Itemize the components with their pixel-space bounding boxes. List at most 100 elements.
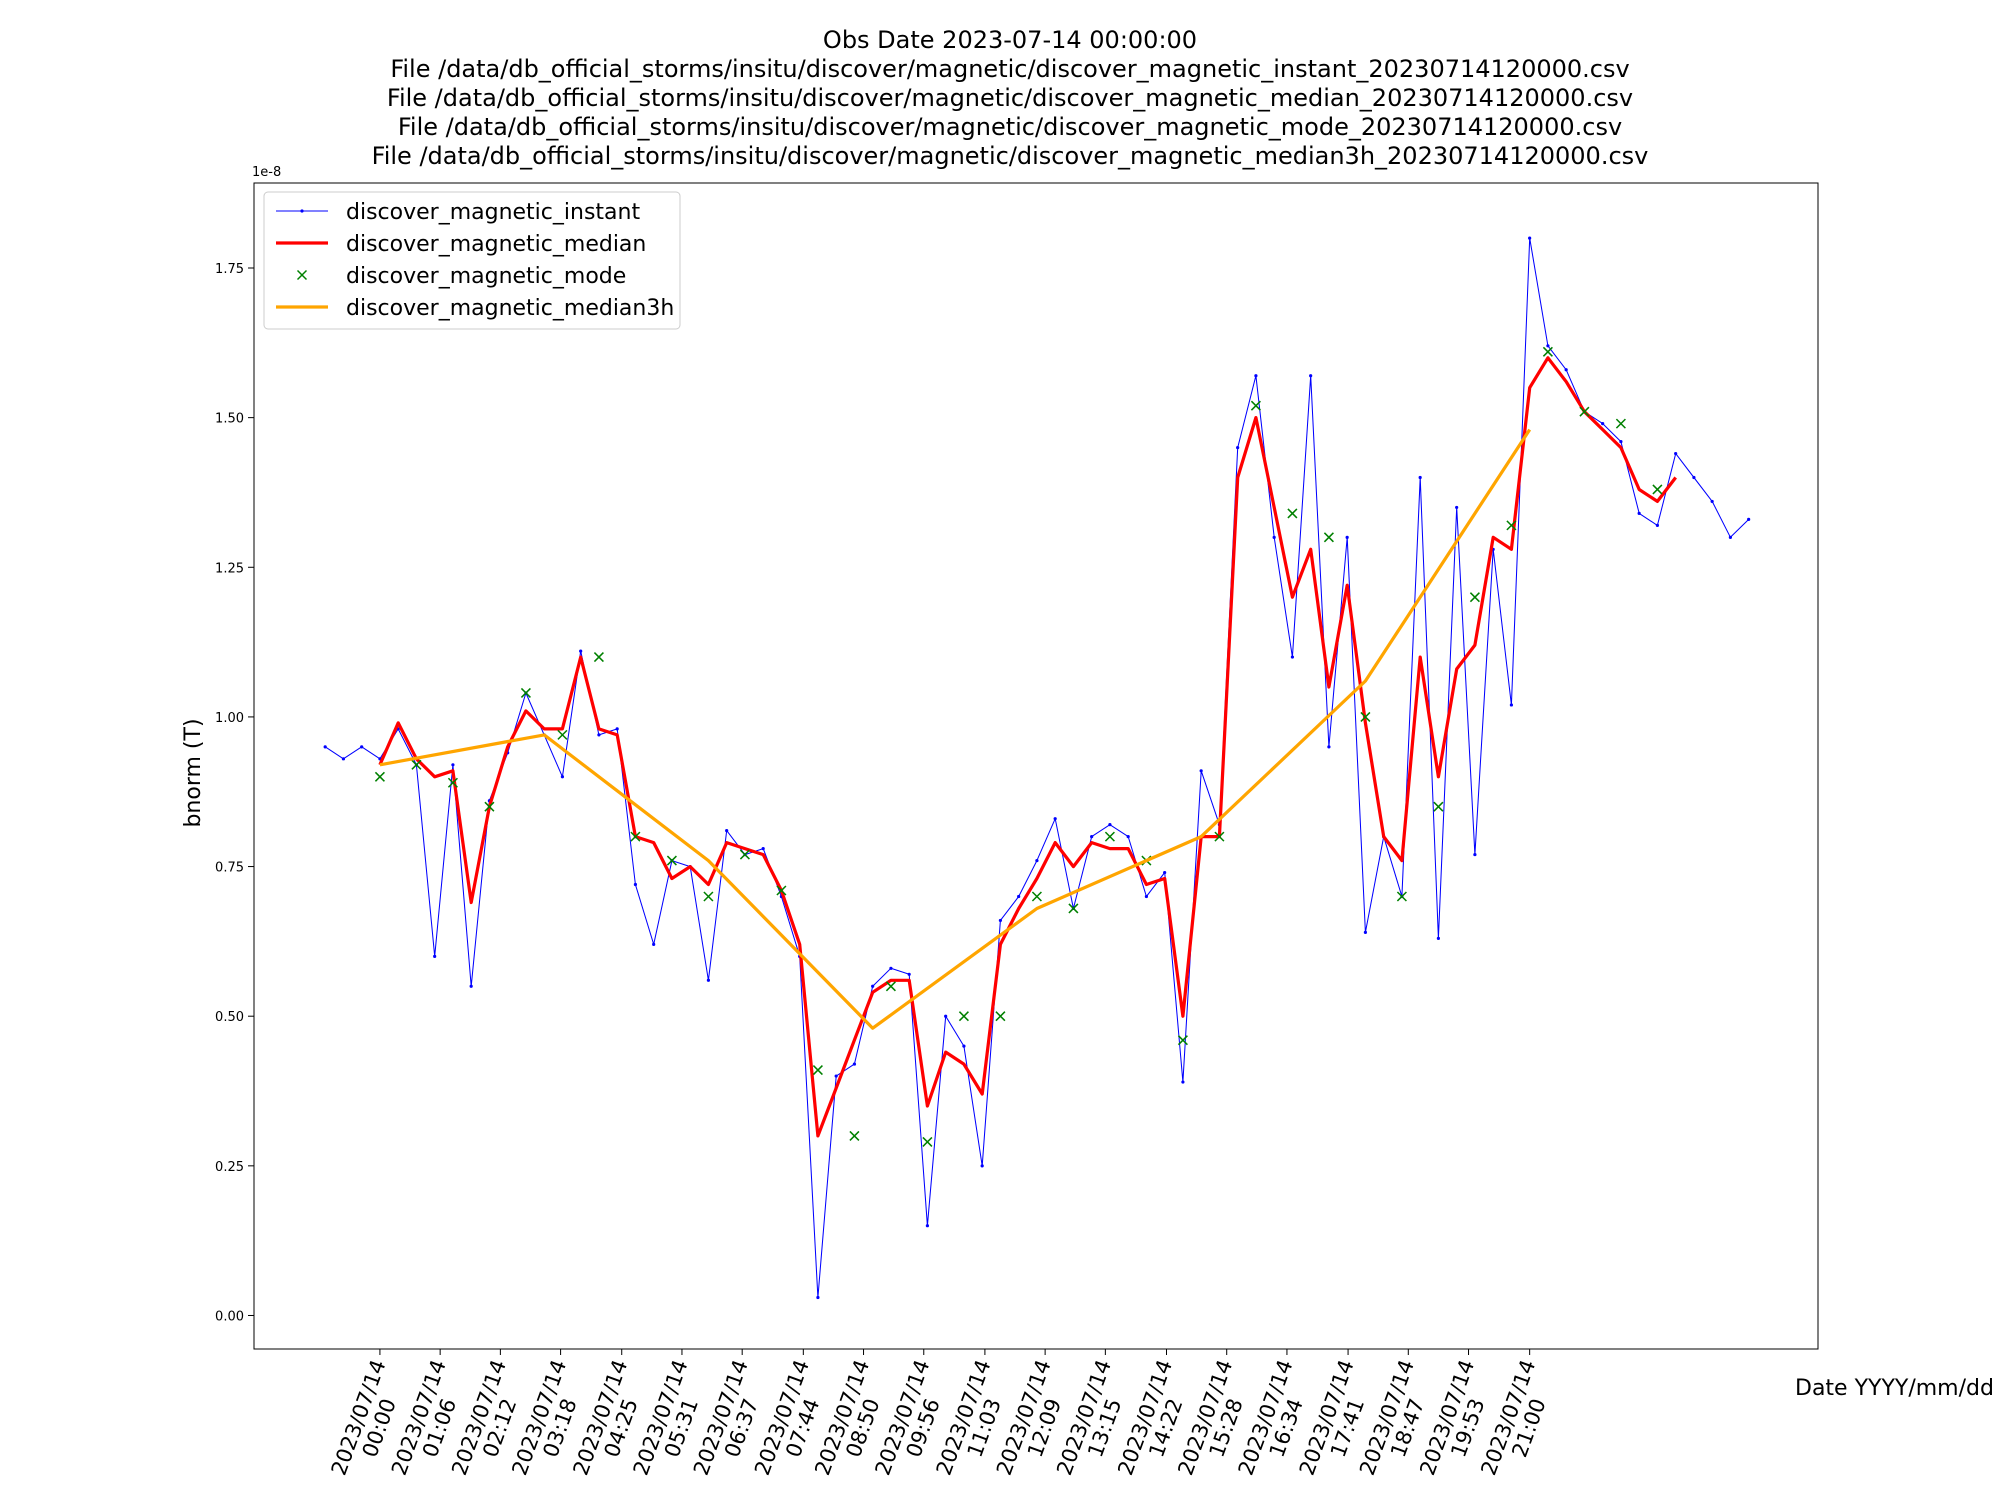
data-point (1090, 835, 1094, 839)
y-tick-label: 1.00 (215, 711, 244, 726)
data-point (1345, 535, 1349, 539)
data-point (1637, 511, 1641, 516)
data-point (630, 831, 641, 842)
data-point (706, 978, 711, 982)
legend-label: discover_magnetic_instant (346, 200, 640, 225)
data-point (1181, 1080, 1185, 1084)
data-point (852, 1062, 857, 1066)
data-point (1506, 520, 1517, 531)
data-point (907, 972, 911, 976)
data-point (1236, 445, 1240, 450)
data-point (1290, 655, 1295, 659)
series-line (378, 356, 1677, 1138)
data-point (885, 981, 896, 992)
data-point (1728, 535, 1733, 539)
data-point (469, 984, 473, 988)
chart-title: File /data/db_official_storms/insitu/dis… (398, 113, 1622, 141)
legend-swatch-marker (296, 269, 308, 281)
data-point (1199, 769, 1203, 773)
data-point (1272, 535, 1276, 539)
data-point (1601, 422, 1605, 426)
legend-label: discover_magnetic_median3h (346, 296, 674, 321)
series-line (379, 428, 1532, 1030)
y-tick-label: 1.25 (215, 561, 244, 576)
data-point (1528, 236, 1532, 240)
data-point (925, 1224, 930, 1228)
data-point (1031, 891, 1042, 902)
data-point (447, 777, 458, 788)
data-point (1104, 831, 1115, 842)
data-point (1433, 801, 1444, 812)
data-point (1418, 475, 1422, 480)
data-point (557, 729, 568, 740)
legend-entry: discover_magnetic_median (276, 232, 646, 257)
data-point (1108, 823, 1112, 827)
data-point (615, 727, 619, 731)
series (323, 236, 1751, 1300)
data-point (1473, 852, 1477, 857)
data-point (593, 652, 604, 663)
y-tick-label: 0.00 (215, 1309, 244, 1324)
y-tick-label: 0.50 (215, 1010, 244, 1025)
y-tick-label: 0.25 (215, 1160, 244, 1175)
data-point (1287, 508, 1298, 519)
legend-entry: discover_magnetic_median3h (276, 296, 674, 321)
data-point (433, 954, 437, 958)
legend-box (263, 191, 681, 330)
y-offset-label: 1e-8 (252, 165, 281, 180)
data-point (520, 687, 531, 699)
legend-label: discover_magnetic_mode (346, 264, 626, 289)
data-point (1363, 930, 1368, 935)
plot-frame (253, 182, 1819, 1350)
data-point (1177, 1035, 1188, 1046)
data-point (652, 942, 656, 946)
data-point (962, 1044, 966, 1048)
data-point (1710, 499, 1714, 504)
chart-title: File /data/db_official_storms/insitu/dis… (372, 142, 1649, 170)
data-point (761, 847, 765, 851)
data-point (980, 1164, 984, 1168)
data-point (633, 882, 638, 887)
data-point (1619, 439, 1623, 444)
data-point (871, 984, 875, 988)
chart-title: File /data/db_official_storms/insitu/dis… (390, 55, 1629, 83)
data-point (1655, 523, 1660, 527)
data-point (1564, 368, 1568, 372)
data-point (958, 1011, 969, 1022)
legend: discover_magnetic_instant discover_magnet… (263, 191, 681, 330)
legend-swatch-marker (300, 209, 304, 213)
data-point (725, 829, 729, 833)
data-point (579, 649, 583, 653)
data-point (1250, 400, 1261, 411)
series (379, 428, 1532, 1030)
plot-area (323, 236, 1751, 1300)
x-axis-label: Date YYYY/mm/dd (1795, 1376, 1994, 1401)
y-tick-label: 1.50 (215, 412, 244, 427)
data-point (1214, 831, 1225, 842)
data-point (849, 1130, 860, 1141)
data-point (1674, 451, 1678, 456)
data-point (922, 1136, 933, 1147)
data-point (1436, 936, 1441, 940)
data-point (1396, 891, 1407, 902)
data-point (1163, 870, 1167, 875)
data-point (1509, 703, 1514, 707)
chart-title: File /data/db_official_storms/insitu/dis… (387, 84, 1633, 112)
y-axis-label: bnorm (T) (181, 718, 206, 827)
data-point (1126, 835, 1130, 839)
data-point (1542, 346, 1553, 357)
data-point (889, 966, 893, 970)
data-point (374, 771, 385, 782)
data-point (1327, 745, 1331, 749)
data-point (1309, 374, 1313, 378)
data-point (1469, 592, 1480, 603)
data-point (1546, 344, 1550, 348)
legend-entry: discover_magnetic_mode (296, 264, 626, 289)
data-point (1455, 505, 1459, 510)
data-point (360, 745, 364, 749)
data-point (1579, 406, 1590, 417)
series (378, 356, 1677, 1138)
data-point (341, 757, 346, 761)
data-point (1144, 894, 1149, 899)
